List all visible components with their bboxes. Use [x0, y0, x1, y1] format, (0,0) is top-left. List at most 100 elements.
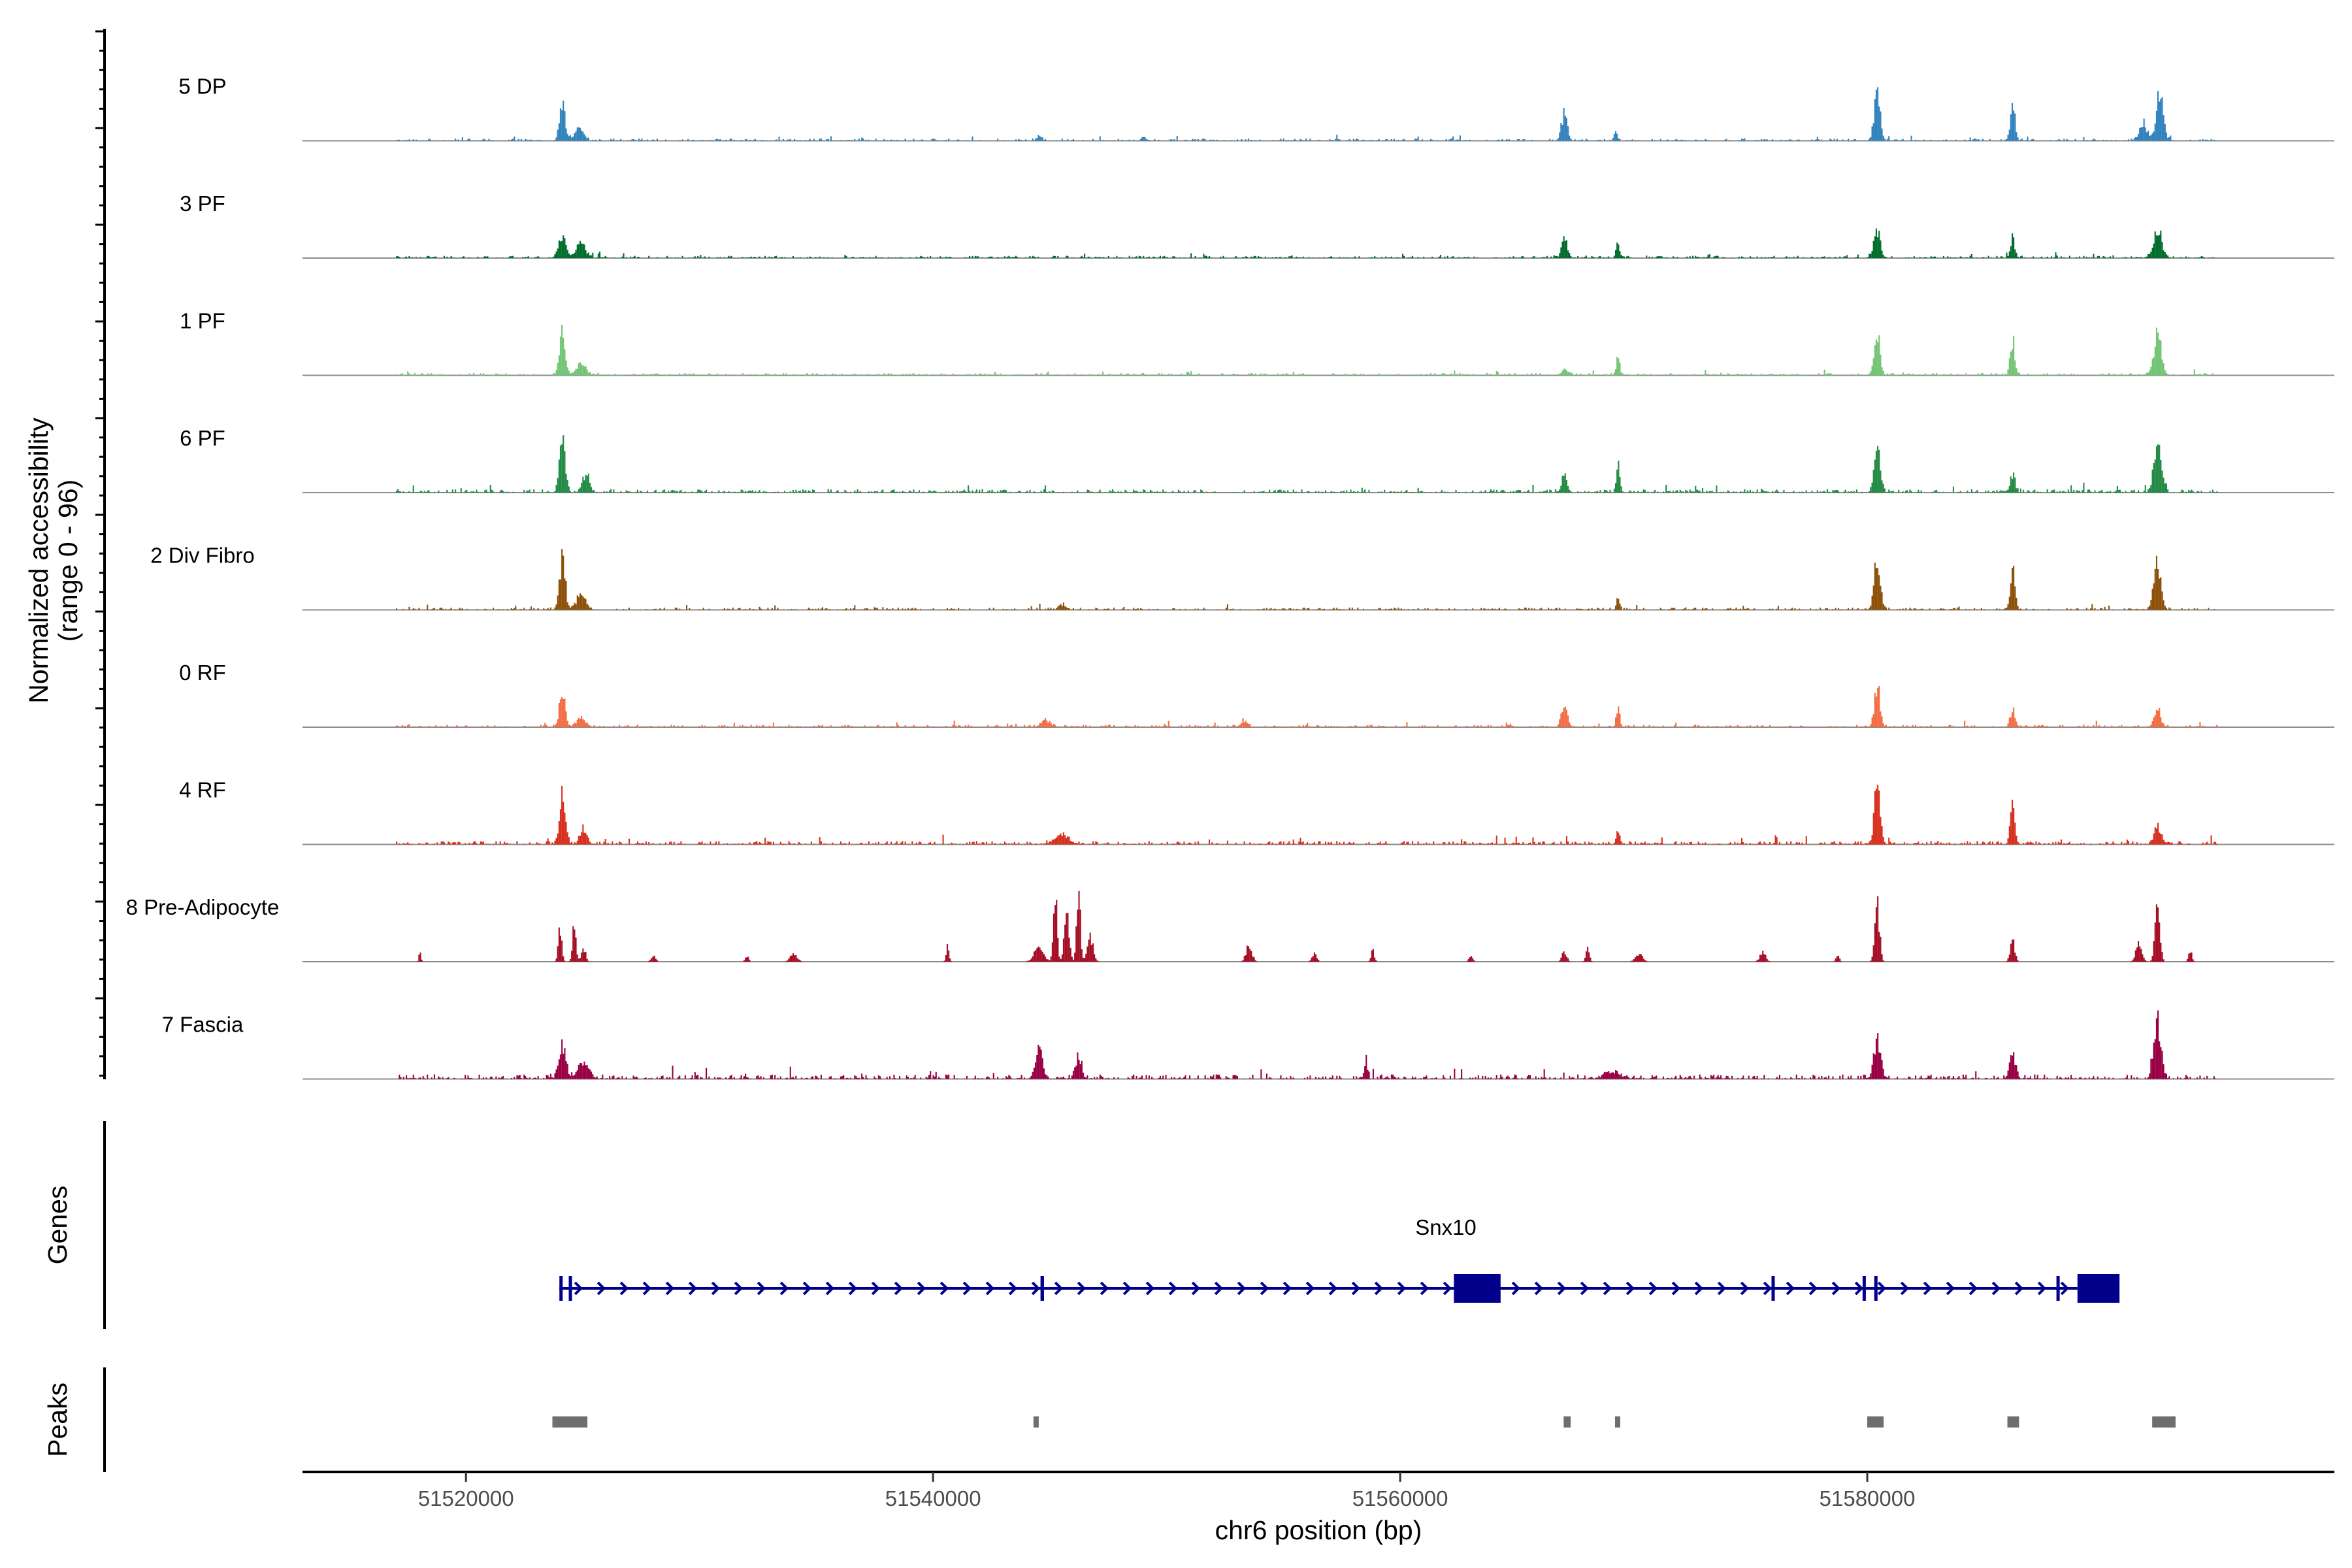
x-axis-tick-label: 51580000 — [1820, 1486, 1916, 1511]
strand-arrow — [574, 1281, 583, 1296]
strand-arrow — [757, 1281, 766, 1296]
track-label: 3 PF — [180, 191, 225, 216]
peak-region — [1033, 1416, 1039, 1428]
strand-arrow — [1145, 1281, 1155, 1296]
gene-exon — [568, 1276, 572, 1301]
gene-exon — [2077, 1274, 2120, 1303]
strand-arrow — [1122, 1281, 1132, 1296]
strand-arrow — [1054, 1281, 1064, 1296]
strand-arrow — [1100, 1281, 1109, 1296]
strand-arrow — [1420, 1281, 1429, 1296]
strand-arrow — [1808, 1281, 1818, 1296]
strand-arrow — [894, 1281, 904, 1296]
track-9 — [302, 1010, 2334, 1080]
strand-arrow — [848, 1281, 858, 1296]
strand-arrow — [1763, 1281, 1772, 1296]
strand-arrow — [825, 1281, 835, 1296]
track-label: 0 RF — [179, 661, 226, 685]
strand-arrow — [1008, 1281, 1018, 1296]
track-3 — [302, 325, 2334, 376]
track-1 — [302, 87, 2334, 142]
strand-arrow — [1900, 1281, 1910, 1296]
gene-exon — [1771, 1276, 1775, 1301]
track-6 — [302, 686, 2334, 728]
coverage-area — [396, 686, 2218, 727]
strand-arrow — [596, 1281, 606, 1296]
strand-arrow — [1648, 1281, 1658, 1296]
x-axis-tick-label: 51540000 — [885, 1486, 981, 1511]
track-4 — [302, 435, 2334, 493]
strand-arrow — [1031, 1281, 1041, 1296]
track-5 — [302, 549, 2334, 611]
strand-arrow — [1694, 1281, 1704, 1296]
strand-arrow — [1923, 1281, 1933, 1296]
peak-region — [1563, 1416, 1571, 1428]
strand-arrow — [1374, 1281, 1384, 1296]
strand-arrow — [2037, 1281, 2047, 1296]
peak-region — [2152, 1416, 2176, 1428]
strand-arrow — [642, 1281, 652, 1296]
gene-track: Snx10 — [559, 1215, 2120, 1303]
strand-arrow — [871, 1281, 881, 1296]
strand-arrow — [619, 1281, 629, 1296]
strand-arrow — [1877, 1281, 1887, 1296]
strand-arrow — [1351, 1281, 1361, 1296]
genes-panel-label: Genes — [42, 1186, 73, 1265]
strand-arrow — [1991, 1281, 2001, 1296]
strand-arrow — [1557, 1281, 1567, 1296]
track-label: 7 Fascia — [162, 1013, 244, 1037]
track-labels: 5 DP 3 PF 1 PF 6 PF 2 Div Fibro 0 RF 4 RF 8 Pre… — [126, 74, 280, 1037]
strand-arrow — [1282, 1281, 1292, 1296]
peaks-panel-label: Peaks — [42, 1382, 73, 1457]
coverage-area — [396, 87, 2215, 141]
coverage-area — [396, 785, 2218, 845]
strand-arrow — [711, 1281, 721, 1296]
strand-arrow — [2060, 1281, 2070, 1296]
strand-arrow — [1443, 1281, 1452, 1296]
strand-arrow — [1397, 1281, 1407, 1296]
gene-label: Snx10 — [1415, 1215, 1477, 1239]
strand-arrow — [1831, 1281, 1841, 1296]
coverage-area — [399, 1010, 2217, 1079]
strand-arrow — [734, 1281, 743, 1296]
track-label: 1 PF — [180, 309, 225, 333]
y-axis-label-line2: (range 0 - 96) — [53, 480, 83, 642]
track-label: 6 PF — [180, 426, 225, 450]
strand-arrow — [1511, 1281, 1521, 1296]
strand-arrow — [1786, 1281, 1795, 1296]
gene-exon — [1040, 1276, 1044, 1301]
coverage-area — [396, 228, 2215, 258]
gene-exon — [1454, 1274, 1501, 1303]
gene-exon — [1874, 1276, 1878, 1301]
track-2 — [302, 228, 2334, 259]
coverage-tracks — [302, 87, 2334, 1080]
strand-arrow — [1717, 1281, 1727, 1296]
strand-arrow — [1168, 1281, 1178, 1296]
strand-arrow — [1305, 1281, 1315, 1296]
x-axis-tick-label: 51520000 — [418, 1486, 514, 1511]
track-label: 2 Div Fibro — [150, 544, 255, 568]
y-axis-label-line1: Normalized accessibility — [24, 417, 54, 704]
strand-arrow — [779, 1281, 789, 1296]
strand-arrow — [665, 1281, 675, 1296]
strand-arrow — [1671, 1281, 1681, 1296]
strand-arrow — [1214, 1281, 1224, 1296]
strand-arrow — [1603, 1281, 1612, 1296]
strand-arrow — [1625, 1281, 1635, 1296]
strand-arrow — [2014, 1281, 2024, 1296]
strand-arrow — [1237, 1281, 1247, 1296]
coverage-area — [396, 325, 2218, 376]
peak-region — [1614, 1416, 1620, 1428]
strand-arrow — [985, 1281, 995, 1296]
strand-arrow — [962, 1281, 972, 1296]
coverage-area — [396, 549, 2215, 610]
strand-arrow — [1328, 1281, 1338, 1296]
strand-arrow — [802, 1281, 812, 1296]
strand-arrow — [1077, 1281, 1086, 1296]
peak-region — [1867, 1416, 1884, 1428]
strand-arrow — [1946, 1281, 1955, 1296]
strand-arrow — [917, 1281, 926, 1296]
track-label: 5 DP — [178, 74, 226, 99]
